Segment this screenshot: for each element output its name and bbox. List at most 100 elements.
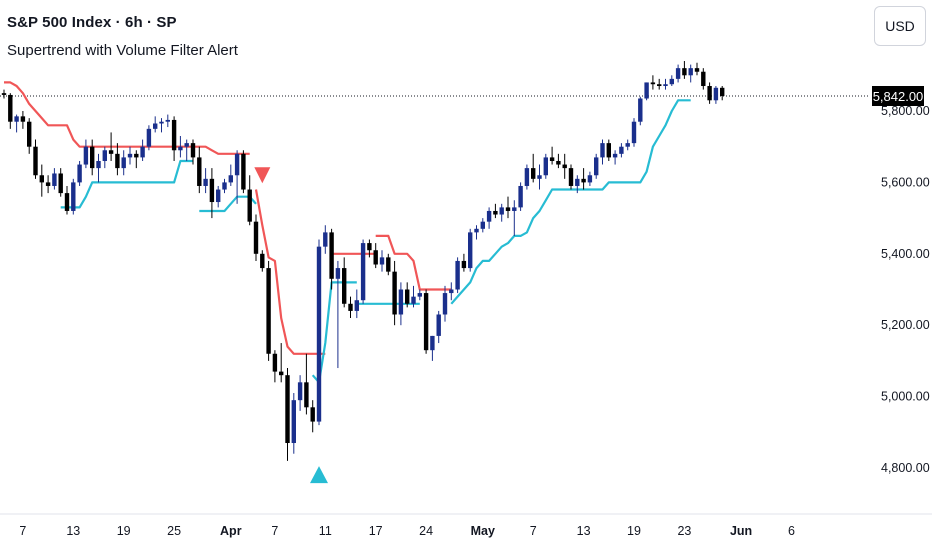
candle <box>304 353 309 415</box>
candle <box>594 153 599 179</box>
candle-body-up <box>663 84 668 87</box>
candle <box>297 375 303 411</box>
candle-body-down <box>27 121 32 147</box>
candle-body-up <box>335 268 341 279</box>
candle <box>291 393 296 454</box>
candle-body-up <box>354 300 359 311</box>
price-tick-label: 4,800.00 <box>881 461 930 475</box>
candle-body-up <box>96 160 101 169</box>
month-tick-label: May <box>471 524 495 538</box>
candle <box>675 64 681 83</box>
candle <box>190 139 196 165</box>
candle-body-up <box>360 243 366 301</box>
candle-body-up <box>518 185 523 208</box>
currency-button[interactable]: USD <box>874 6 926 46</box>
candle-body-down <box>8 94 13 122</box>
candle-body-up <box>228 175 233 183</box>
candle <box>562 153 567 179</box>
candle-body-down <box>549 157 555 161</box>
candle <box>222 178 227 194</box>
sell-signal-arrow <box>254 167 271 184</box>
candle <box>537 164 542 190</box>
candle <box>505 196 511 219</box>
candles-layer <box>1 61 725 461</box>
candle <box>379 250 385 272</box>
candle <box>669 75 674 87</box>
candle-body-up <box>675 68 681 79</box>
candle <box>197 146 202 194</box>
candle-body-down <box>134 153 139 158</box>
price-tick-label: 5,800.00 <box>881 104 930 118</box>
day-tick-label: 24 <box>419 524 433 538</box>
candle <box>549 146 555 165</box>
candle <box>64 185 70 215</box>
candle <box>360 239 366 304</box>
candle-body-down <box>197 157 202 186</box>
candle <box>354 289 359 319</box>
candle <box>600 139 605 165</box>
day-tick-label: 19 <box>627 524 641 538</box>
candle <box>575 175 580 194</box>
candle-body-up <box>480 221 485 229</box>
candle-body-up <box>140 146 145 158</box>
candle <box>108 132 114 161</box>
candle <box>134 150 139 169</box>
candle-body-down <box>392 271 397 315</box>
candle <box>411 285 416 308</box>
candle <box>619 143 624 158</box>
candle <box>234 150 240 204</box>
candle <box>272 350 278 383</box>
candle <box>367 239 372 258</box>
candle-body-up <box>455 260 460 290</box>
candle-body-down <box>405 289 410 304</box>
candle-body-down <box>279 371 284 376</box>
candle-body-down <box>373 250 378 265</box>
candle <box>638 96 643 126</box>
time-axis: 7 13 19 25 Apr 7 11 17 24 May 7 13 19 23 Jun 6 <box>19 524 795 538</box>
candle <box>468 228 473 272</box>
candle <box>606 139 611 161</box>
candle-body-down <box>682 68 687 76</box>
candle-body-down <box>348 303 353 311</box>
candle <box>285 368 290 461</box>
candle <box>90 139 95 176</box>
supertrend-layer <box>4 81 691 384</box>
candle-body-up <box>612 153 618 158</box>
candle <box>247 175 252 226</box>
candle <box>612 150 618 165</box>
candle <box>474 225 479 240</box>
candle <box>58 168 63 197</box>
candle <box>568 164 574 190</box>
candle-body-down <box>310 407 315 422</box>
candle <box>77 160 82 186</box>
indicator-name[interactable]: Supertrend with Volume Filter Alert <box>7 42 238 59</box>
candle <box>253 214 259 261</box>
candle-body-down <box>581 178 586 183</box>
day-tick-label: 19 <box>117 524 131 538</box>
candle-body-up <box>153 123 158 129</box>
candle-body-down <box>505 207 511 211</box>
day-tick-label: 13 <box>66 524 80 538</box>
candle <box>71 178 76 215</box>
candle-body-down <box>108 150 114 154</box>
candle-body-down <box>707 86 712 101</box>
candle-body-up <box>127 153 133 158</box>
candle <box>27 118 32 154</box>
candle-body-up <box>499 207 504 215</box>
candle-body-down <box>20 116 26 122</box>
candle <box>543 153 548 179</box>
price-tick-label: 5,000.00 <box>881 390 930 404</box>
candle <box>417 289 422 301</box>
candle-body-down <box>606 143 611 158</box>
day-tick-label: 11 <box>319 524 332 538</box>
candle-body-down <box>304 382 309 408</box>
candle <box>323 225 328 254</box>
day-tick-label: 7 <box>530 524 537 538</box>
candle-body-up <box>316 246 322 422</box>
candle <box>96 153 101 183</box>
candle-body-down <box>272 353 278 372</box>
signals-layer <box>254 167 328 484</box>
candle-body-up <box>474 228 479 233</box>
candle <box>688 64 693 83</box>
